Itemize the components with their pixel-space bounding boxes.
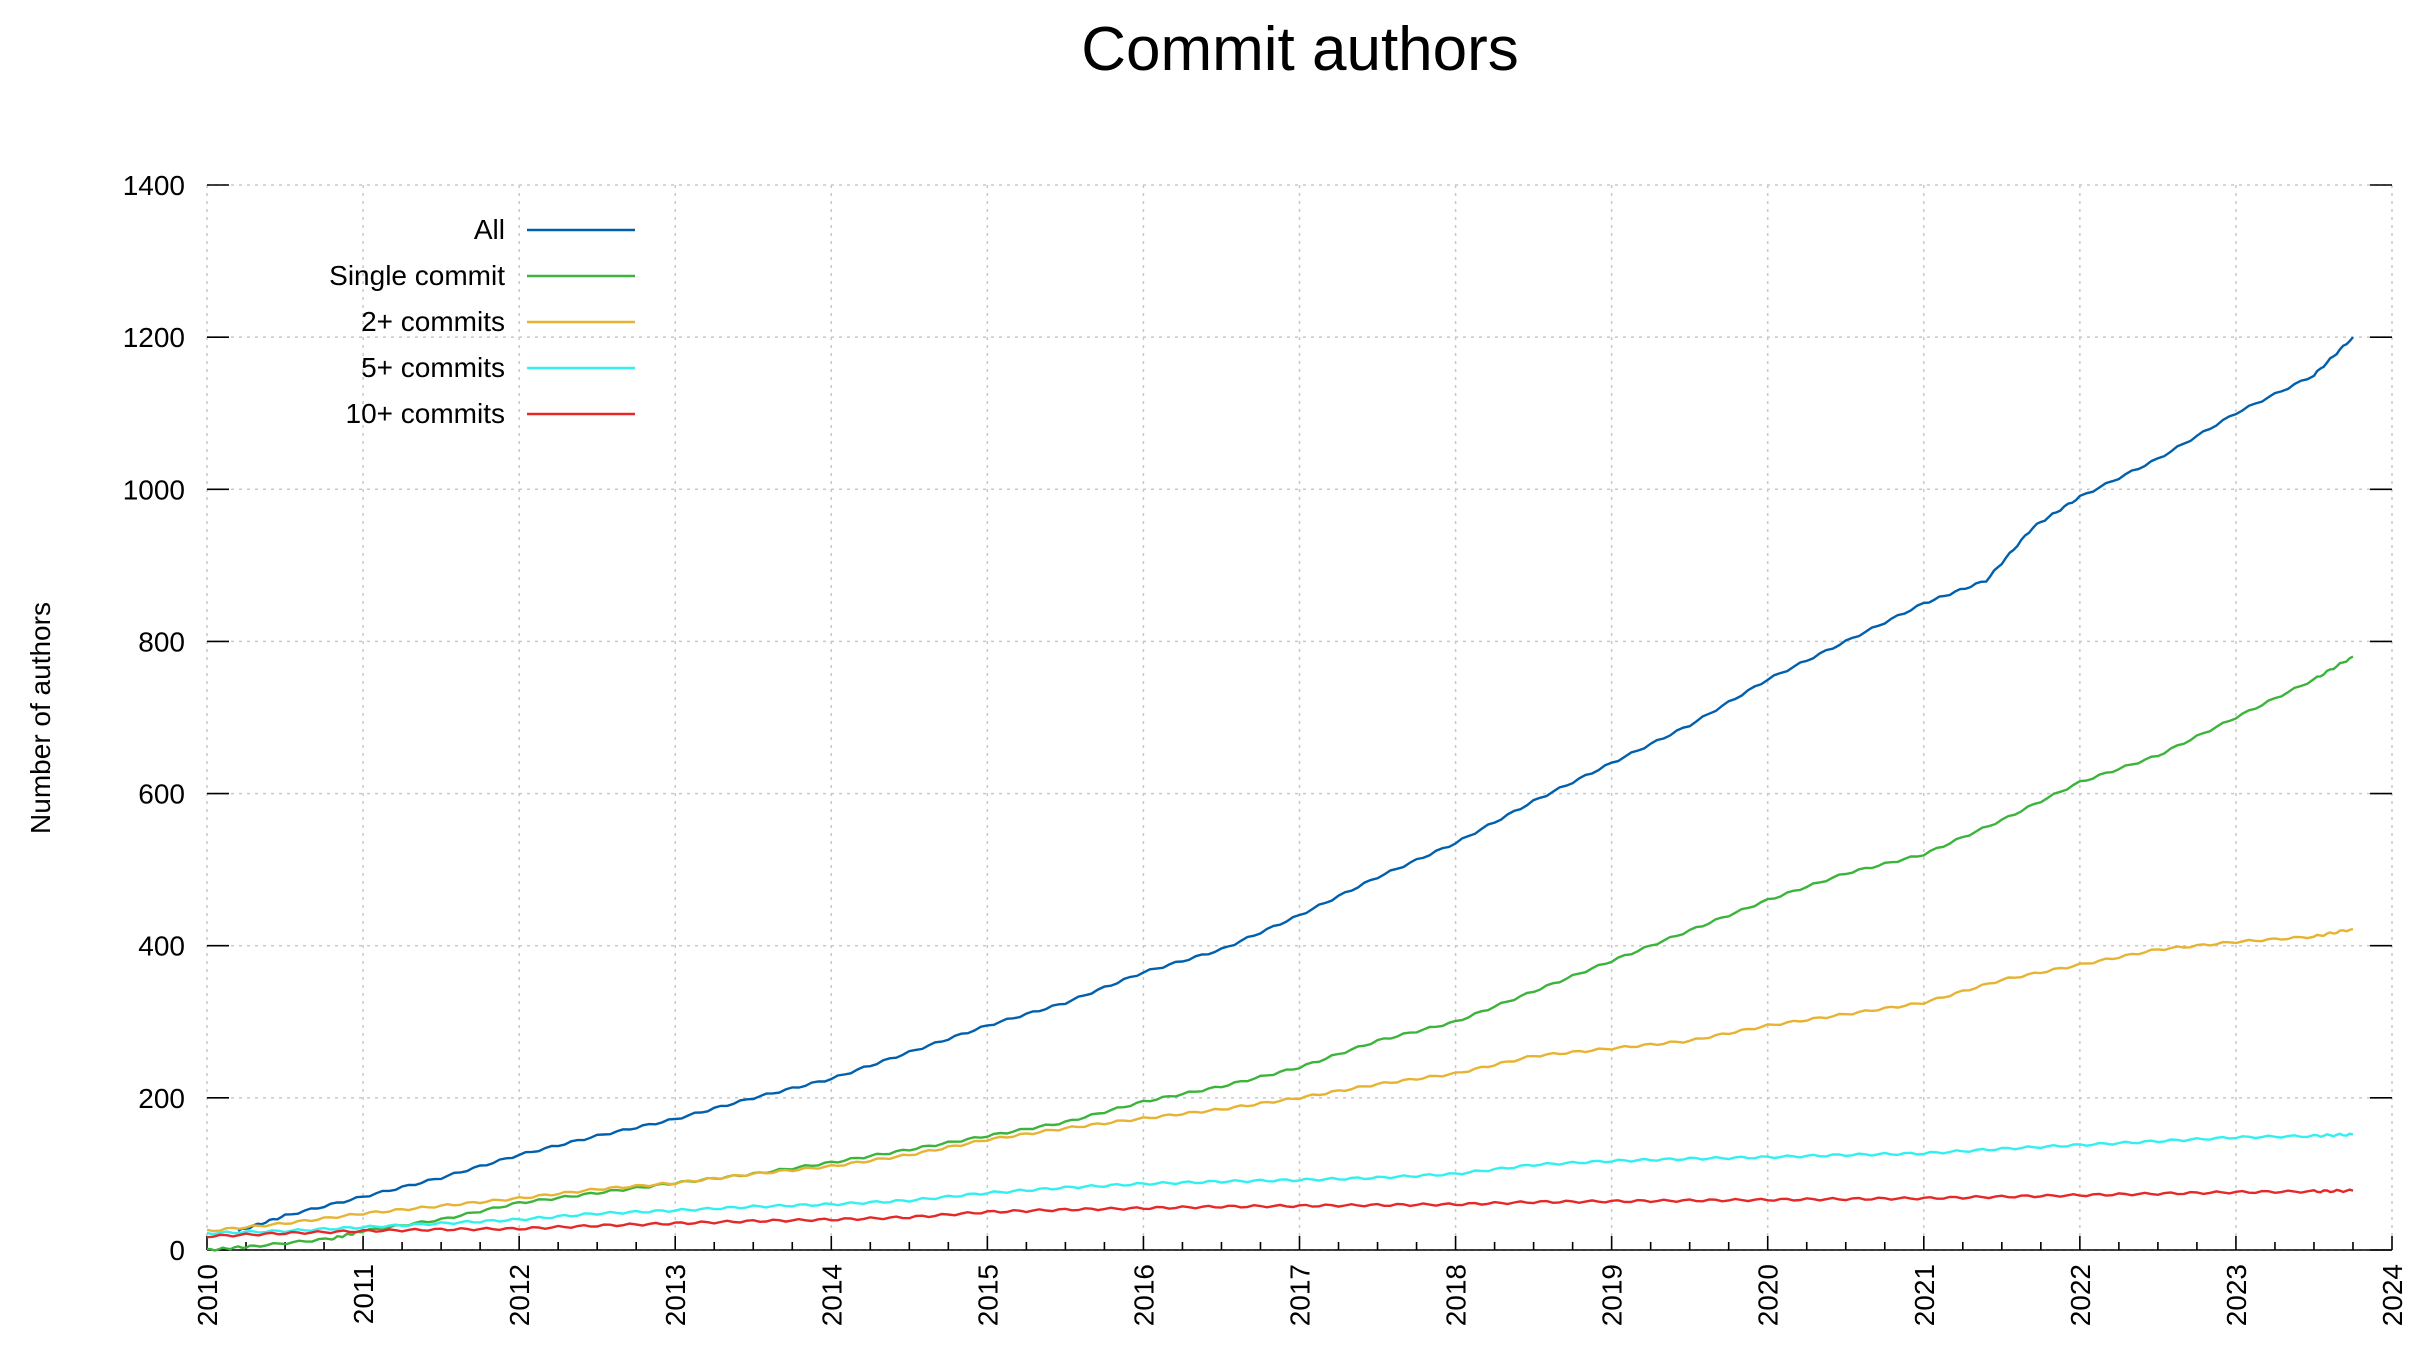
series-line-3 <box>206 1132 2354 1236</box>
y-tick-label: 0 <box>169 1235 185 1266</box>
x-tick-label: 2022 <box>2065 1264 2096 1326</box>
legend-label: 10+ commits <box>346 398 506 429</box>
legend-label: All <box>474 214 505 245</box>
x-tick-label: 2011 <box>348 1264 379 1324</box>
x-tick-label: 2012 <box>504 1264 535 1326</box>
series-line-4 <box>206 1188 2354 1239</box>
legend-label: 2+ commits <box>361 306 505 337</box>
y-tick-label: 800 <box>138 626 185 657</box>
y-tick-label: 600 <box>138 779 185 810</box>
x-tick-label: 2010 <box>192 1264 223 1326</box>
x-tick-label: 2019 <box>1597 1264 1628 1326</box>
y-tick-label: 1000 <box>123 474 185 505</box>
series-layer <box>206 336 2354 1252</box>
y-tick-label: 1400 <box>123 170 185 201</box>
y-tick-label: 1200 <box>123 322 185 353</box>
x-tick-label: 2014 <box>816 1264 847 1326</box>
x-tick-label: 2023 <box>2221 1264 2252 1326</box>
chart-title: Commit authors <box>1081 15 1519 84</box>
series-line-2 <box>206 927 2354 1233</box>
y-tick-label: 200 <box>138 1083 185 1114</box>
legend-label: Single commit <box>329 260 505 291</box>
x-tick-label: 2020 <box>1753 1264 1784 1326</box>
legend: All Single commit 2+ commits 5+ commits 10+ … <box>329 214 635 429</box>
y-tick-label: 400 <box>138 931 185 962</box>
tick-layer: 2010 2011 2012 2013 2014 2015 2016 2017 2018 2019… <box>123 170 2408 1326</box>
y-axis-label: Number of authors <box>25 602 56 834</box>
series-line-0 <box>237 336 2354 1233</box>
x-tick-label: 2021 <box>1909 1264 1940 1326</box>
legend-label: 5+ commits <box>361 352 505 383</box>
x-tick-label: 2015 <box>972 1264 1003 1326</box>
x-tick-label: 2018 <box>1441 1264 1472 1326</box>
series-line-1 <box>206 655 2354 1252</box>
x-tick-label: 2016 <box>1128 1264 1159 1326</box>
x-tick-label: 2017 <box>1285 1264 1316 1326</box>
x-tick-label: 2024 <box>2377 1264 2408 1326</box>
x-tick-label: 2013 <box>660 1264 691 1326</box>
grid-layer <box>206 184 2393 1251</box>
